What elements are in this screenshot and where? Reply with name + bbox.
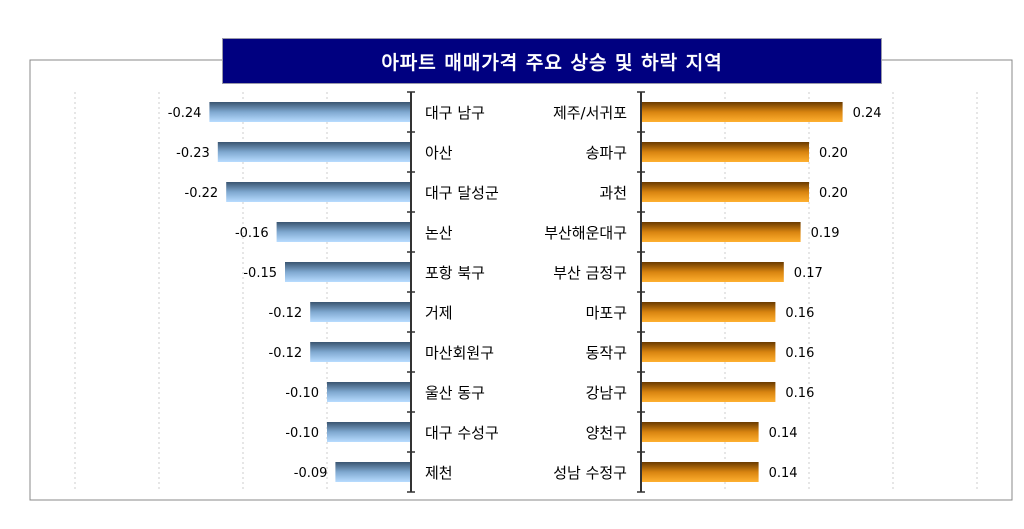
bar-decline xyxy=(276,222,411,242)
data-label-rise: 0.16 xyxy=(785,386,814,401)
category-label-rise: 부산해운대구 xyxy=(544,224,627,242)
data-label-rise: 0.20 xyxy=(819,186,848,201)
bar-rise xyxy=(641,102,843,122)
category-label-rise: 성남 수정구 xyxy=(553,464,627,482)
bar-rise xyxy=(641,422,759,442)
data-label-decline: -0.09 xyxy=(294,466,328,481)
category-label-decline: 포항 북구 xyxy=(425,264,485,282)
data-label-rise: 0.24 xyxy=(853,106,882,121)
data-label-rise: 0.19 xyxy=(811,226,840,241)
bar-rise xyxy=(641,462,759,482)
category-label-decline: 논산 xyxy=(425,224,453,242)
data-label-decline: -0.22 xyxy=(185,186,219,201)
bar-rise xyxy=(641,222,801,242)
category-label-decline: 울산 동구 xyxy=(425,384,485,402)
bar-decline xyxy=(310,342,411,362)
bar-rise xyxy=(641,342,776,362)
data-label-rise: 0.14 xyxy=(769,466,798,481)
data-label-rise: 0.17 xyxy=(794,266,823,281)
bar-rise xyxy=(641,382,776,402)
chart-title: 아파트 매매가격 주요 상승 및 하락 지역 xyxy=(222,38,882,84)
data-label-decline: -0.16 xyxy=(235,226,269,241)
bar-rise xyxy=(641,142,809,162)
category-label-rise: 강남구 xyxy=(586,384,627,402)
data-label-rise: 0.16 xyxy=(785,306,814,321)
bar-rise xyxy=(641,262,784,282)
category-label-rise: 부산 금정구 xyxy=(553,264,627,282)
chart-frame xyxy=(29,59,1013,501)
data-label-decline: -0.10 xyxy=(285,426,319,441)
bar-rise xyxy=(641,182,809,202)
category-label-decline: 대구 남구 xyxy=(425,104,485,122)
category-label-decline: 제천 xyxy=(425,464,453,482)
data-label-decline: -0.10 xyxy=(285,386,319,401)
category-label-decline: 마산회원구 xyxy=(425,344,494,362)
category-label-rise: 과천 xyxy=(599,184,627,202)
data-label-rise: 0.14 xyxy=(769,426,798,441)
category-label-decline: 대구 달성군 xyxy=(425,184,499,202)
category-label-decline: 거제 xyxy=(425,304,453,322)
bar-rise xyxy=(641,302,776,322)
bar-decline xyxy=(335,462,411,482)
bar-decline xyxy=(217,142,411,162)
category-label-decline: 아산 xyxy=(425,144,453,162)
data-label-rise: 0.16 xyxy=(785,346,814,361)
bar-decline xyxy=(310,302,411,322)
data-label-decline: -0.12 xyxy=(269,346,303,361)
bar-decline xyxy=(327,422,411,442)
category-label-rise: 제주/서귀포 xyxy=(553,104,627,122)
data-label-decline: -0.24 xyxy=(168,106,202,121)
bar-decline xyxy=(226,182,411,202)
data-label-rise: 0.20 xyxy=(819,146,848,161)
category-label-rise: 양천구 xyxy=(586,424,627,442)
category-label-rise: 송파구 xyxy=(586,144,627,162)
data-label-decline: -0.12 xyxy=(269,306,303,321)
category-label-decline: 대구 수성구 xyxy=(425,424,499,442)
data-label-decline: -0.23 xyxy=(176,146,210,161)
bar-decline xyxy=(209,102,411,122)
category-label-rise: 동작구 xyxy=(586,344,627,362)
bar-decline xyxy=(327,382,411,402)
data-label-decline: -0.15 xyxy=(243,266,277,281)
category-label-rise: 마포구 xyxy=(586,304,627,322)
bar-decline xyxy=(285,262,411,282)
